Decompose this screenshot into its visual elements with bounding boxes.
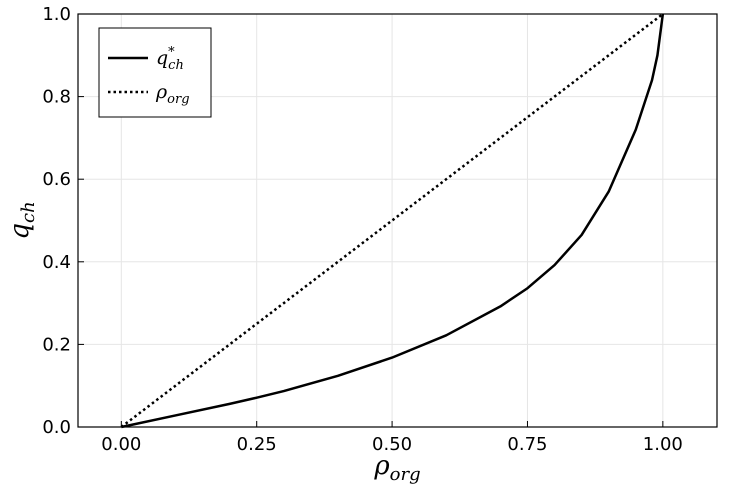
x-tick-label: 0.00 [101, 434, 141, 455]
y-tick-label: 0.6 [42, 169, 71, 190]
series-layer [120, 13, 665, 429]
x-axis-label-base: ρ [373, 451, 390, 481]
y-axis-label-base: q [5, 223, 35, 240]
y-tick-labels: 0.0 0.2 0.4 0.6 0.8 1.0 [42, 4, 71, 438]
legend-box [98, 27, 212, 118]
x-axis-label-sub: org [390, 464, 421, 485]
x-tick-label: 0.75 [507, 434, 547, 455]
legend-label-q-ch-star-base: q [156, 47, 168, 69]
legend-label-rho-org-sub: org [167, 92, 189, 107]
y-axis-label-sub: ch [18, 201, 39, 223]
y-tick-label: 0.0 [42, 417, 71, 438]
x-axis-label: ρorg [373, 451, 420, 485]
series-line-rho-org [120, 13, 664, 428]
legend-label-q-ch-star-sub: ch [168, 58, 184, 73]
plot-frame [77, 13, 718, 428]
y-axis-label: qch [5, 201, 39, 239]
legend-label-q-ch-star-sup: * [168, 45, 175, 60]
y-tick-label: 0.4 [42, 252, 71, 273]
y-tick-label: 0.8 [42, 87, 71, 108]
legend-label-rho-org-base: ρ [155, 81, 168, 103]
legend-label-q-ch-star: q* ch [156, 45, 184, 73]
y-tick-label: 0.2 [42, 334, 71, 355]
legend: q* ch ρorg [98, 27, 212, 118]
x-tick-labels: 0.00 0.25 0.50 0.75 1.00 [101, 434, 683, 455]
x-tick-label: 1.00 [643, 434, 683, 455]
y-tick-label: 1.0 [42, 4, 71, 25]
x-tick-label: 0.25 [237, 434, 277, 455]
series-line-q-ch-star [121, 13, 665, 429]
tick-marks [78, 13, 664, 428]
x-tick-label: 0.50 [372, 434, 412, 455]
legend-label-rho-org: ρorg [155, 81, 190, 107]
